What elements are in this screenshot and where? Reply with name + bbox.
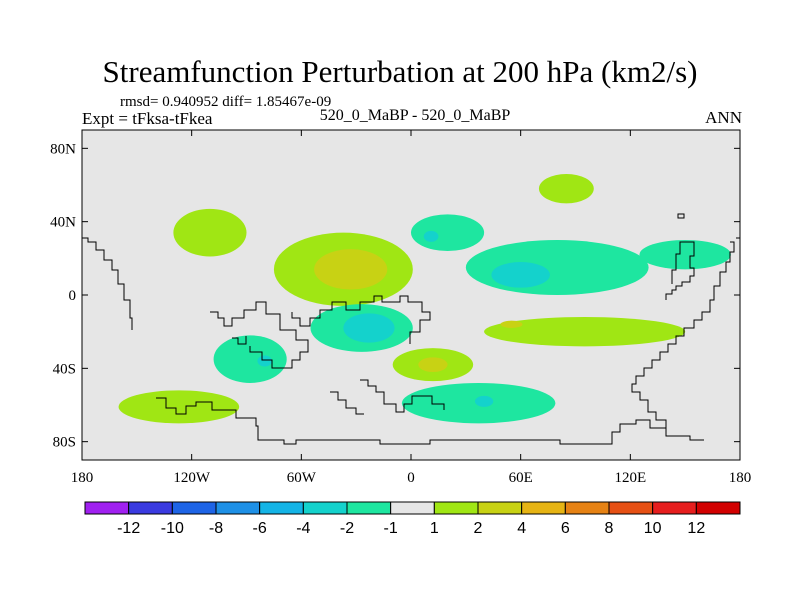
colorbar-box: [390, 501, 435, 515]
x-tick-label: 180: [729, 470, 752, 486]
colorbar-label: 2: [474, 520, 483, 537]
colorbar-label: -2: [340, 520, 354, 537]
coastline-segment: [330, 391, 364, 415]
colorbar-label: -12: [117, 520, 140, 537]
contour-regions: [118, 174, 731, 424]
colorbar-label: 1: [430, 520, 439, 537]
colorbar-label: 4: [517, 520, 526, 537]
colorbar-box: [608, 501, 654, 515]
y-tick-label: 0: [69, 288, 77, 304]
axis-ticks: 180 120W 60W 0 60E 120E 180 80N 40N 0 40S 80S: [50, 130, 751, 486]
coastline-segment: [360, 379, 445, 413]
contour-region-negative-africa-core: [423, 230, 439, 242]
experiment-label: Expt = tFksa-tFkea: [82, 109, 213, 128]
contour-region-positive-indian-core: [500, 320, 523, 329]
contour-region-negative-south-atlantic-core: [343, 313, 395, 343]
colorbar-label: -4: [296, 520, 310, 537]
coastline-segment: [631, 237, 740, 428]
x-tick-label: 60E: [509, 470, 533, 486]
colorbar-box: [259, 501, 304, 515]
x-tick-label: 60W: [287, 470, 317, 486]
colorbar-label: -6: [253, 520, 267, 537]
coastline-segment: [291, 295, 431, 344]
x-tick-label: 120W: [173, 470, 211, 486]
y-tick-label: 80S: [53, 435, 76, 451]
y-tick-label: 40N: [50, 215, 76, 231]
colorbar-box: [477, 501, 523, 515]
y-tick-label: 80N: [50, 141, 76, 157]
contour-region-negative-north-africa: [411, 214, 485, 252]
colorbar-label: 8: [605, 520, 614, 537]
contour-region-negative-asia-east: [639, 240, 731, 270]
colorbar-box: [171, 501, 217, 515]
colorbar-box: [346, 501, 392, 515]
case-names: 520_0_MaBP - 520_0_MaBP: [319, 107, 511, 124]
colorbar-label: 10: [644, 520, 662, 537]
coastline-segment: [232, 336, 247, 345]
contour-region-positive-south-africa-core: [418, 357, 448, 372]
contour-region-positive-indian-ocean: [484, 317, 686, 347]
coastline-segment: [210, 301, 309, 369]
coastline-segment: [82, 237, 133, 330]
colorbar-box: [433, 501, 479, 515]
colorbar-label: 6: [561, 520, 570, 537]
colorbar-box: [84, 501, 130, 515]
colorbar-box: [695, 501, 741, 515]
colorbar-box: [652, 501, 697, 515]
contour-region-positive-north-america: [173, 208, 247, 257]
colorbar-box: [521, 501, 566, 515]
x-tick-label: 0: [407, 470, 415, 486]
colorbar-box: [215, 501, 261, 515]
coastlines: [82, 213, 740, 445]
colorbar-box: [564, 501, 610, 515]
contour-region-negative-southern-ocean-core: [474, 395, 494, 407]
coastline-segment: [677, 213, 685, 219]
contour-region-positive-southeast-pacific: [118, 390, 240, 424]
coastline-segment: [156, 397, 704, 445]
coastline-segment: [665, 241, 695, 300]
contour-region-positive-siberia: [538, 174, 594, 204]
stats-line: rmsd= 0.940952 diff= 1.85467e-09: [120, 94, 332, 110]
chart-title: Streamfunction Perturbation at 200 hPa (…: [102, 54, 698, 89]
colorbar-label: 12: [687, 520, 705, 537]
colorbar-label: -8: [209, 520, 223, 537]
x-tick-label: 120E: [614, 470, 646, 486]
contour-region-positive-atlantic-core: [314, 249, 388, 290]
x-tick-label: 180: [71, 470, 94, 486]
colorbar-label: -10: [161, 520, 184, 537]
contour-region-negative-asia: [465, 240, 649, 295]
contour-region-negative-south-pacific-core: [257, 355, 273, 367]
season-label: ANN: [705, 108, 742, 127]
contour-region-negative-asia-core: [491, 262, 550, 288]
y-tick-label: 40S: [53, 361, 76, 377]
colorbar-label: -1: [384, 520, 398, 537]
contour-region-negative-south-pacific: [213, 335, 287, 383]
colorbar-box: [302, 501, 348, 515]
colorbar: -12 -10 -8 -6 -4 -2 -1 1 2 4 6 8 10 12: [84, 501, 741, 537]
colorbar-box: [128, 501, 173, 515]
